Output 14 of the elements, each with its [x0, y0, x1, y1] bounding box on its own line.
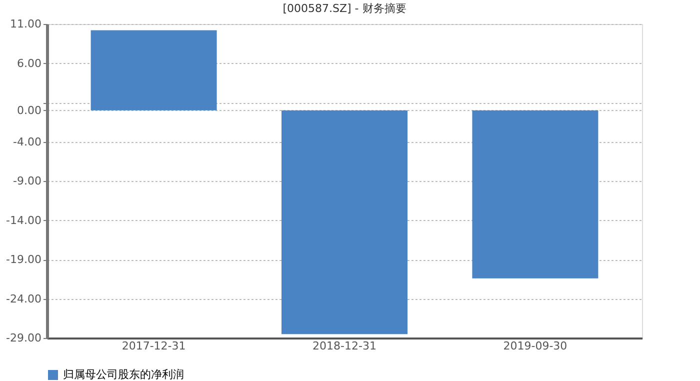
- x-tick-label: 2019-09-30: [503, 340, 568, 352]
- y-tick-label: -19.00: [6, 253, 42, 266]
- y-tick-label: -24.00: [6, 292, 42, 306]
- legend-label: 归属母公司股东的净利润: [63, 368, 184, 381]
- y-tick-label: -9.00: [13, 174, 42, 188]
- y-tick-label: 6.00: [17, 56, 42, 70]
- x-tick-label: 2017-12-31: [122, 340, 186, 352]
- y-tick-label: 0.00: [17, 104, 42, 117]
- y-tick-label: 11.00: [10, 18, 42, 30]
- y-tick-label: -4.00: [13, 135, 42, 148]
- chart-title: [000587.SZ] - 财务摘要: [282, 2, 406, 15]
- y-tick-label: -14.00: [6, 214, 42, 227]
- y-tick-label: -29.00: [6, 332, 42, 344]
- x-tick-label: 2018-12-31: [312, 340, 376, 352]
